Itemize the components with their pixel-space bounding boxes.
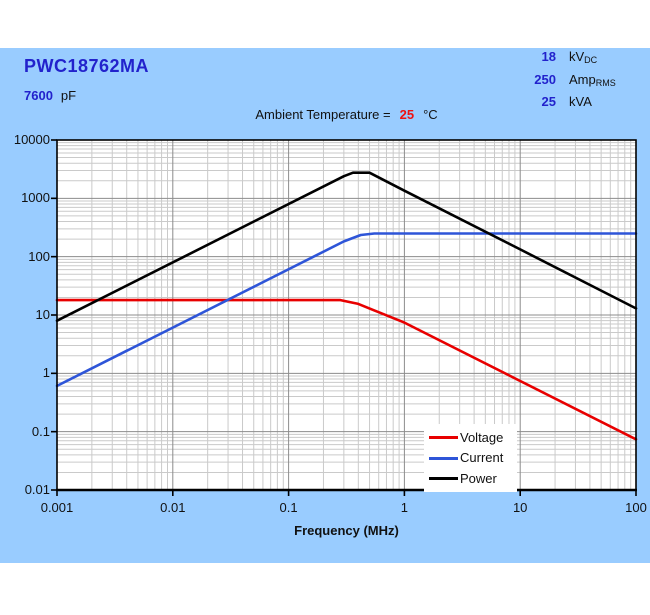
legend-item-power: Power [429, 470, 517, 486]
rating-voltage-dc: 18 kVDC [516, 49, 616, 72]
legend-line-power [429, 477, 458, 480]
rating-unit: AmpRMS [569, 71, 616, 88]
rating-unit: kVDC [569, 49, 598, 65]
part-number: PWC18762MA [24, 56, 150, 76]
curve-voltage [55, 298, 638, 441]
rating-value: 18 [541, 49, 556, 64]
chart-legend: Voltage Current Power [424, 424, 517, 492]
legend-label: Power [460, 470, 497, 486]
rating-current-rms: 250 AmpRMS [516, 71, 616, 95]
capacitance-unit: pF [60, 88, 77, 103]
legend-item-current: Current [429, 451, 517, 465]
ratings-block: 18 kVDC 250 AmpRMS 25 kVA [516, 49, 616, 117]
rating-unit: kVA [569, 94, 592, 109]
legend-label: Voltage [460, 429, 504, 445]
capacitance-row: 7600 pF [24, 88, 76, 103]
capacitance-value: 7600 [24, 88, 53, 103]
rating-value: 250 [534, 71, 556, 87]
legend-label: Current [460, 450, 504, 465]
x-axis-title: Frequency (MHz) [294, 523, 399, 538]
ambient-unit: °C [423, 107, 438, 122]
rating-value: 25 [541, 94, 556, 109]
legend-line-voltage [429, 436, 458, 439]
rating-power-kva: 25 kVA [516, 94, 616, 117]
ambient-value: 25 [399, 107, 415, 122]
curve-current [55, 232, 638, 388]
legend-line-current [429, 456, 458, 460]
legend-item-voltage: Voltage [429, 429, 517, 445]
curve-power [55, 171, 638, 323]
ambient-label: Ambient Temperature = [255, 107, 391, 122]
ambient-temperature-line: Ambient Temperature = 25 °C [57, 107, 636, 122]
